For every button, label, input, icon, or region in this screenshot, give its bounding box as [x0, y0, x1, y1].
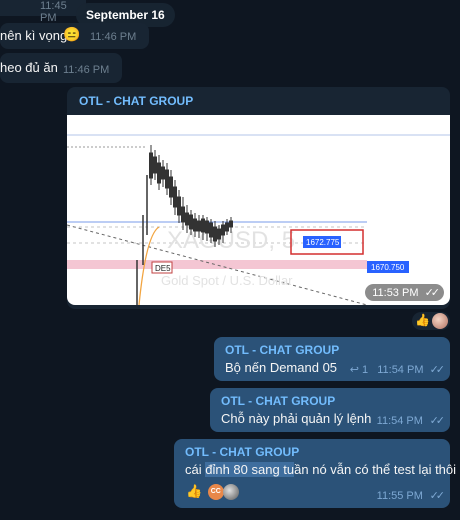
message-text: heo đủ ăn [0, 60, 58, 75]
message-time: 11:45 PM [40, 0, 67, 24]
message-outgoing[interactable]: OTL - CHAT GROUP Chỗ này phải quản lý lệ… [210, 388, 450, 432]
message-text: nên kì vọng [0, 28, 68, 43]
axis-price-tag: 1670.750 [371, 263, 405, 272]
message-outgoing[interactable]: OTL - CHAT GROUP Bộ nến Demand 05 ↩ 1 11… [214, 337, 450, 381]
message-time: 11:54 PM [376, 415, 423, 427]
boxed-price-tag: 1672.775 [306, 238, 340, 247]
message-outgoing[interactable]: OTL - CHAT GROUP cái đỉnh 80 sang tuần n… [174, 439, 456, 508]
reactor-avatar-cc: CC [207, 483, 224, 500]
chart-screenshot[interactable]: XAGUSD, 5 Gold Spot / U.S. Dollar [67, 115, 450, 305]
image-time-pill: 11:53 PM ✓✓ [365, 284, 444, 301]
message-incoming[interactable]: nên kì vọng 😑 11:46 PM [0, 23, 149, 49]
message-text: Chỗ này phải quản lý lệnh [221, 411, 372, 426]
message-text: Bộ nến Demand 05 [225, 360, 338, 375]
read-checkmarks-icon: ✓✓ [429, 490, 446, 502]
zone-label: DE5 [155, 264, 171, 273]
reactor-avatar [223, 483, 240, 500]
message-text: cái đỉnh 80 sang tuần nó vẫn có thể test… [185, 462, 456, 477]
reactor-avatar [432, 313, 448, 329]
read-checkmarks-icon: ✓✓ [429, 415, 446, 427]
candles [149, 145, 233, 247]
reply-arrow-icon[interactable]: ↩ [349, 364, 359, 376]
message-time: 11:46 PM [63, 64, 110, 76]
message-time: 11:55 PM [376, 490, 423, 502]
thumbs-up-icon: 👍 [415, 313, 430, 327]
message-time: 11:53 PM [372, 287, 419, 299]
read-checkmarks-icon: ✓✓ [429, 364, 446, 376]
image-message[interactable]: OTL - CHAT GROUP XAGUSD, 5 Gold Spot / U… [67, 87, 450, 309]
price-chart: XAGUSD, 5 Gold Spot / U.S. Dollar [67, 134, 450, 305]
reply-count[interactable]: 1 [362, 364, 369, 376]
sender-name[interactable]: OTL - CHAT GROUP [225, 343, 340, 357]
thumbs-up-icon: 👍 [186, 483, 203, 499]
sender-name[interactable]: OTL - CHAT GROUP [185, 445, 300, 459]
emoji-expressionless: 😑 [63, 26, 81, 42]
chart-subtitle-watermark: Gold Spot / U.S. Dollar [161, 273, 293, 288]
message-text-part: ần nó vẫn có thể test lại thôi [294, 462, 457, 477]
partial-message-top: 11:45 PM [0, 0, 86, 24]
highlighted-text: đỉnh 80 sang tu [205, 462, 295, 477]
message-reactions[interactable]: 👍 CC [186, 483, 240, 501]
message-time: 11:54 PM [377, 364, 424, 376]
image-reactions[interactable]: 👍 [412, 312, 450, 330]
sender-name[interactable]: OTL - CHAT GROUP [79, 94, 194, 108]
read-checkmarks-icon: ✓✓ [424, 287, 441, 299]
message-incoming[interactable]: heo đủ ăn 11:46 PM [0, 53, 122, 83]
message-time: 11:46 PM [90, 31, 137, 43]
sender-name[interactable]: OTL - CHAT GROUP [221, 394, 336, 408]
message-text-part: cái [185, 462, 206, 477]
